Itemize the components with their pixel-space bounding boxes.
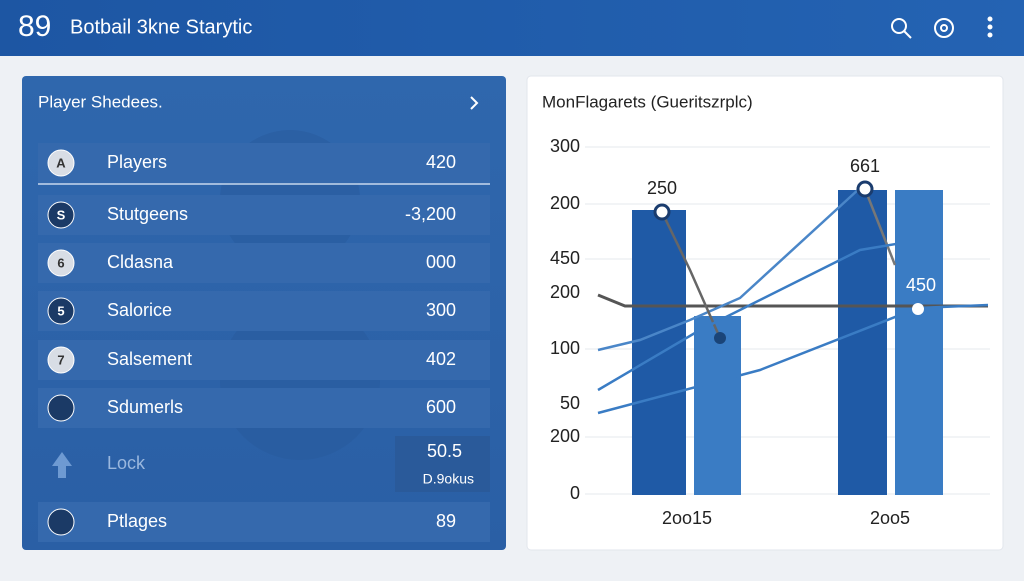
row[interactable] (38, 291, 490, 331)
point-label: 250 (647, 178, 677, 198)
row-label: Cldasna (107, 252, 174, 272)
row-icon-glyph: 5 (57, 303, 64, 318)
row-label: Salsement (107, 349, 192, 369)
chevron[interactable] (470, 96, 479, 110)
y-label: 200 (550, 282, 580, 302)
row-icon-glyph: 6 (57, 255, 64, 270)
row-icon-glyph: S (57, 207, 66, 222)
y-label: 0 (570, 483, 580, 503)
row-icon (47, 249, 75, 277)
row-icon (47, 394, 75, 422)
row-value: 89 (436, 511, 456, 531)
y-label: 50 (560, 393, 580, 413)
chart-area (585, 146, 990, 495)
row-value: -3,200 (405, 204, 456, 224)
row-label: Sdumerls (107, 397, 183, 417)
row-value: 50.5 (427, 441, 462, 461)
row[interactable] (38, 143, 490, 183)
row-icon (47, 508, 75, 536)
y-label: 200 (550, 426, 580, 446)
panel-title: Player Shedees. (38, 92, 163, 111)
row-icon-glyph: A (56, 155, 66, 170)
header-title: Botbail 3kne Starytic (70, 16, 252, 38)
row-icon (47, 346, 75, 374)
row-label: Ptlages (107, 511, 167, 531)
y-label: 100 (550, 338, 580, 358)
y-label: 300 (550, 136, 580, 156)
row-label: Lock (107, 453, 146, 473)
y-label: 450 (550, 248, 580, 268)
row-box (395, 436, 490, 492)
row-value: 420 (426, 152, 456, 172)
row[interactable] (38, 340, 490, 380)
row-caption: D.9okus (423, 471, 474, 487)
row-icon (47, 149, 75, 177)
chart-title: MonFlagarets (Gueritszrplc) (542, 92, 753, 111)
x-label: 2oo5 (870, 508, 910, 528)
row-value: 000 (426, 252, 456, 272)
row-label: Salorice (107, 300, 172, 320)
row-icon (47, 201, 75, 229)
point-label: 450 (906, 275, 936, 295)
row[interactable] (38, 243, 490, 283)
row[interactable] (38, 388, 490, 428)
row-icon (52, 452, 72, 478)
row-value: 402 (426, 349, 456, 369)
header-bar (0, 0, 1024, 56)
x-label: 2oo15 (662, 508, 712, 528)
row-value: 600 (426, 397, 456, 417)
row-icon-glyph: 7 (57, 352, 64, 367)
row-icon (47, 297, 75, 325)
row-value: 300 (426, 300, 456, 320)
y-label: 200 (550, 193, 580, 213)
point-label: 661 (850, 156, 880, 176)
header-badge: 89 (18, 10, 51, 43)
row[interactable] (38, 502, 490, 542)
row[interactable] (38, 195, 490, 235)
row-label: Stutgeens (107, 204, 188, 224)
row-label: Players (107, 152, 167, 172)
header-icons[interactable] (891, 16, 993, 39)
